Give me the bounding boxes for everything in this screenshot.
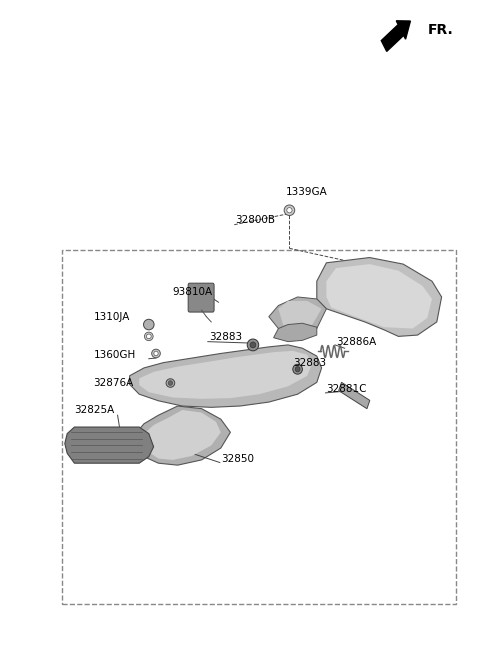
FancyArrow shape [381,21,410,51]
Polygon shape [65,427,154,463]
Text: 32886A: 32886A [336,337,376,347]
Ellipse shape [144,332,153,341]
Polygon shape [134,406,230,465]
Ellipse shape [144,319,154,330]
Text: 32850: 32850 [221,454,254,464]
Polygon shape [317,258,442,336]
Text: 1339GA: 1339GA [286,187,327,197]
Polygon shape [278,301,322,325]
Polygon shape [144,410,221,460]
Text: 32800B: 32800B [235,215,275,225]
Ellipse shape [287,208,292,213]
Polygon shape [139,351,312,399]
Polygon shape [130,345,322,407]
Polygon shape [274,323,317,342]
Text: 93810A: 93810A [173,287,213,297]
Ellipse shape [250,342,256,348]
Polygon shape [269,297,326,328]
Text: 32825A: 32825A [74,405,115,415]
Text: 32883: 32883 [209,332,242,342]
Ellipse shape [247,339,259,351]
Text: 32876A: 32876A [94,378,134,388]
Text: 1360GH: 1360GH [94,350,136,360]
Ellipse shape [146,334,151,339]
Text: 32881C: 32881C [326,384,367,394]
Ellipse shape [284,205,295,215]
Ellipse shape [168,381,172,385]
Text: 32883: 32883 [293,358,326,368]
FancyBboxPatch shape [188,283,214,312]
Text: FR.: FR. [428,23,454,37]
Ellipse shape [295,367,300,372]
Ellipse shape [166,378,175,388]
Ellipse shape [154,351,158,356]
Polygon shape [339,382,370,409]
Bar [62,250,456,604]
Ellipse shape [152,350,160,358]
Ellipse shape [293,364,302,374]
Polygon shape [326,264,432,328]
Text: 1310JA: 1310JA [94,312,130,322]
